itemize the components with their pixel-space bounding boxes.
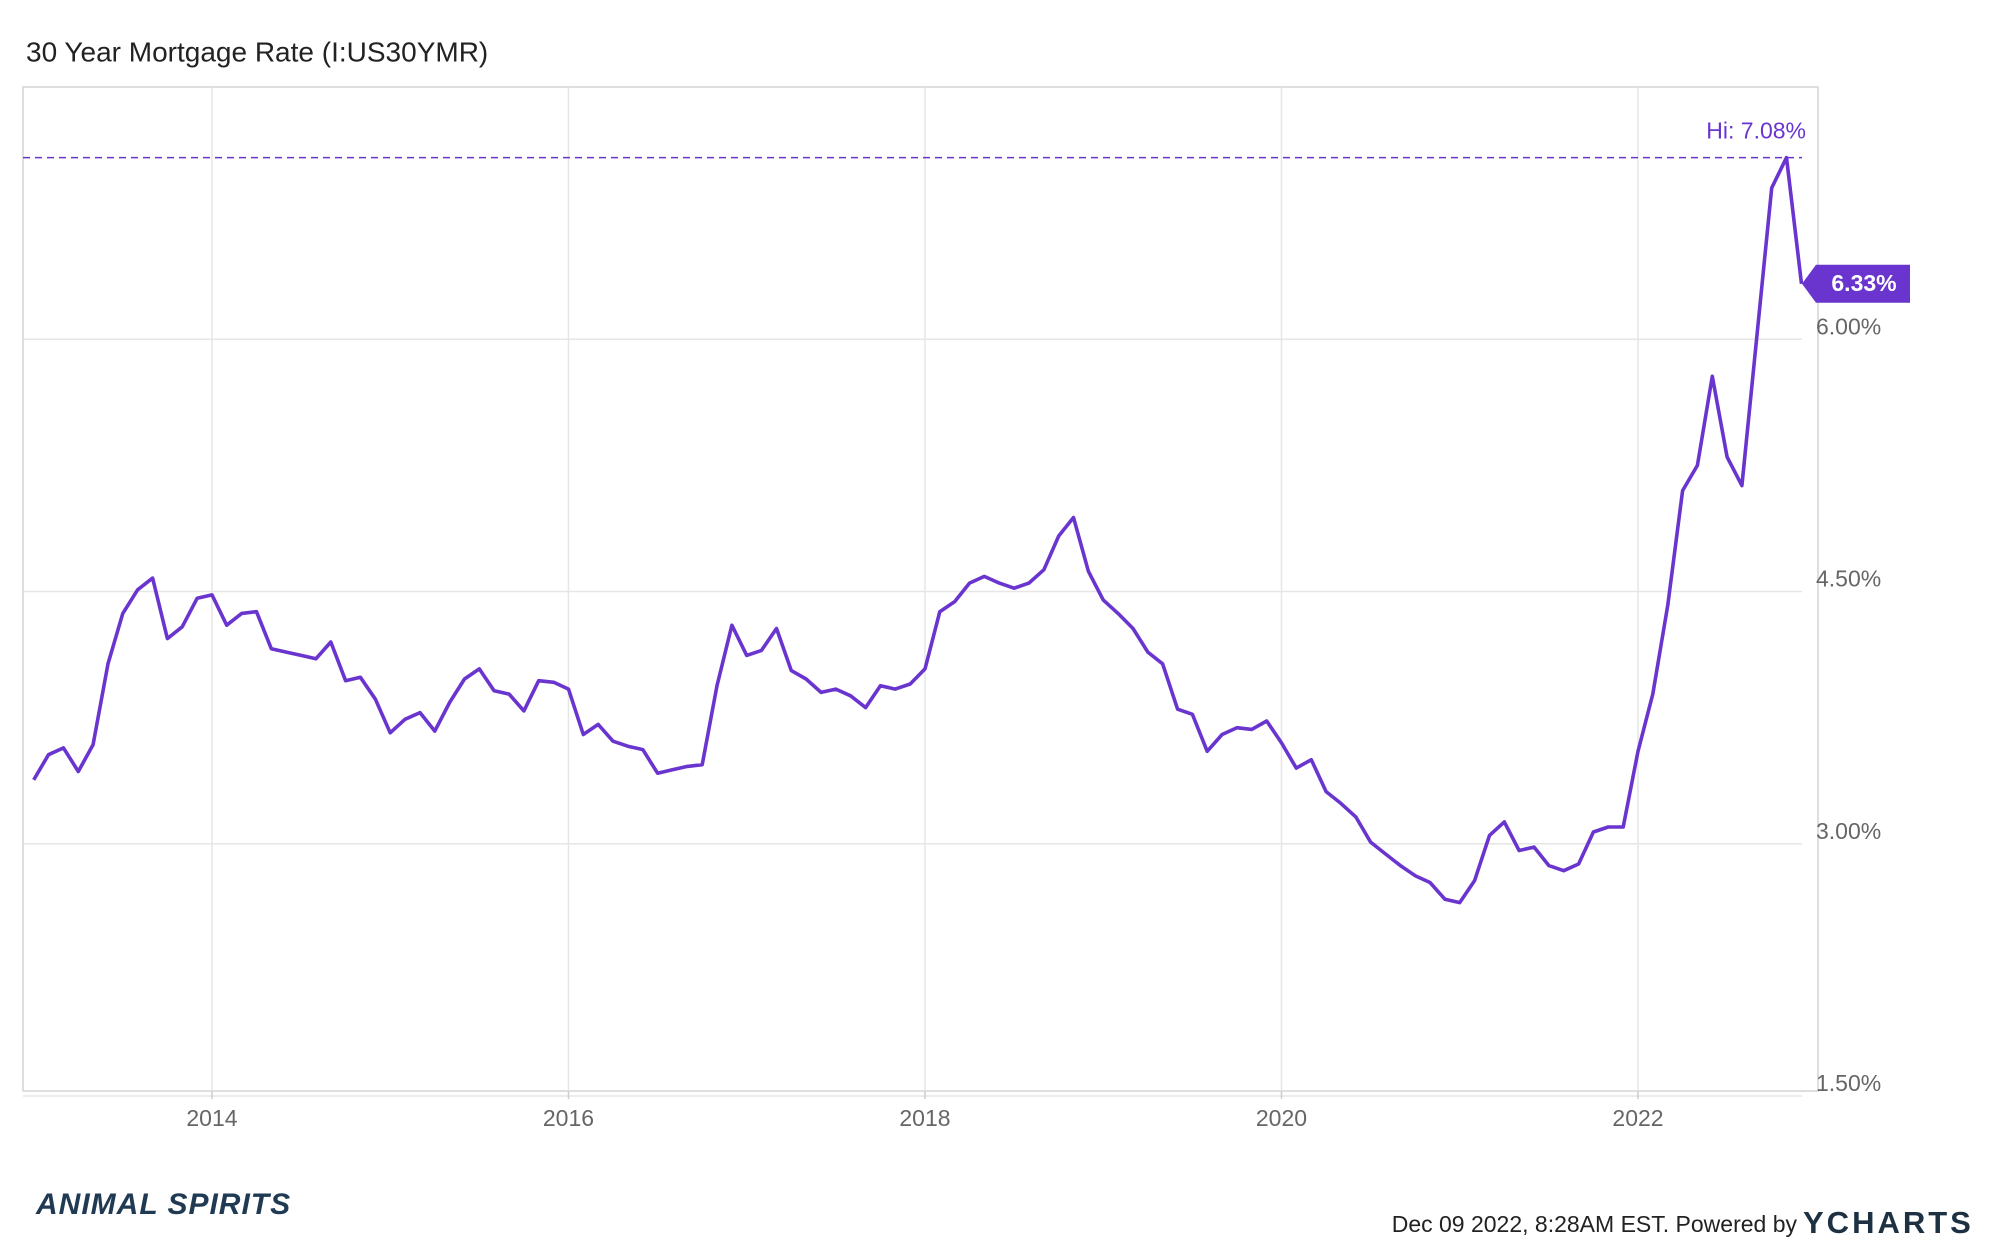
brand: YCHARTS	[1803, 1205, 1974, 1240]
y-tick-label: 4.50%	[1816, 566, 1881, 592]
chart-title: 30 Year Mortgage Rate (I:US30YMR)	[26, 36, 488, 67]
last-value-badge	[1802, 264, 1910, 303]
y-tick-label: 3.00%	[1816, 818, 1881, 844]
y-tick-label: 1.50%	[1816, 1070, 1881, 1096]
x-tick-label: 2020	[1256, 1105, 1307, 1131]
footer: Dec 09 2022, 8:28AM EST. Powered by	[1392, 1211, 1798, 1237]
max-label: Hi: 7.08%	[1706, 118, 1806, 144]
line	[32, 155, 1804, 905]
plot-frame	[22, 86, 1819, 1092]
x-tick-label: 2018	[899, 1105, 950, 1131]
x-tick-label: 2022	[1612, 1105, 1663, 1131]
y-tick-label: 6.00%	[1816, 313, 1881, 339]
logo: ANIMAL SPIRITS	[35, 1188, 291, 1221]
x-tick-label: 2014	[186, 1105, 237, 1131]
last-value-label: 6.33%	[1831, 270, 1896, 296]
x-tick-label: 2016	[543, 1105, 594, 1131]
